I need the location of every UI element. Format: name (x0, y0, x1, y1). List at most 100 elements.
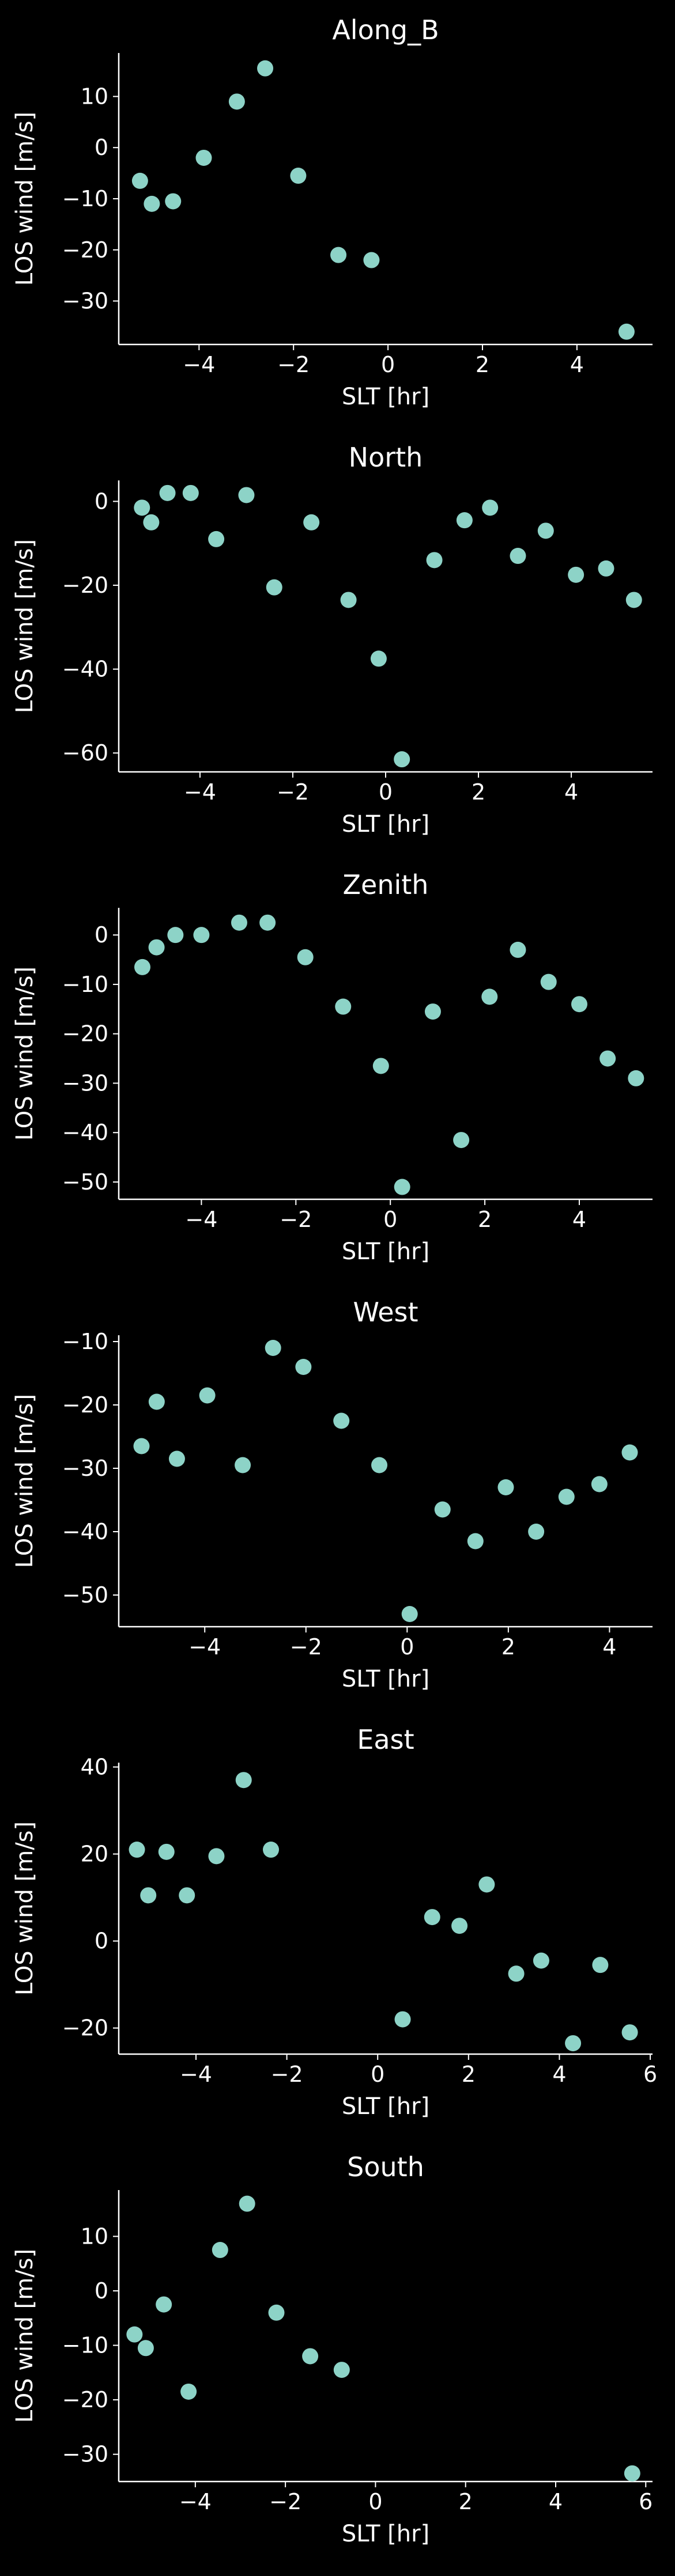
south-data-point (268, 2304, 285, 2321)
west-data-point (371, 1457, 388, 1473)
south-y-tick-label: −10 (62, 2333, 108, 2358)
west-y-tick-label: −10 (62, 1329, 108, 1354)
along-b-data-point (144, 195, 160, 212)
north-data-point (537, 522, 554, 539)
south-x-tick-label: 6 (639, 2489, 653, 2514)
north-data-point (482, 499, 499, 516)
west-data-point (558, 1488, 575, 1505)
south-x-tick-label: −4 (179, 2489, 212, 2514)
east-data-point (592, 1957, 609, 1973)
east-data-point (478, 1876, 495, 1893)
west-data-point (434, 1501, 451, 1518)
west-data-point (497, 1479, 514, 1495)
west-x-axis-label: SLT [hr] (342, 1666, 429, 1692)
east-data-point (424, 1909, 440, 1926)
west-y-axis-label: LOS wind [m/s] (12, 1394, 38, 1568)
south-x-tick-label: 0 (368, 2489, 382, 2514)
south-y-axis-label: LOS wind [m/s] (12, 2249, 38, 2423)
along-b-data-point (131, 172, 148, 189)
north-data-point (134, 499, 150, 516)
south-x-axis-label: SLT [hr] (342, 2521, 429, 2547)
west-y-tick-label: −30 (62, 1456, 108, 1481)
west-data-point (401, 1606, 418, 1622)
east-x-axis-label: SLT [hr] (342, 2093, 429, 2120)
south-y-tick-label: 10 (81, 2223, 108, 2249)
west-y-tick-label: −50 (62, 1582, 108, 1608)
east-y-tick-label: 20 (81, 1842, 108, 1867)
east-data-point (565, 2035, 582, 2052)
north-y-tick-label: −40 (62, 657, 108, 682)
south-data-point (239, 2195, 255, 2212)
south-data-point (624, 2465, 640, 2482)
south-y-tick-label: −30 (62, 2442, 108, 2467)
north-data-point (456, 512, 473, 529)
north-x-tick-label: 2 (472, 779, 485, 805)
south-x-tick-label: −2 (269, 2489, 301, 2514)
zenith-x-tick-label: 0 (383, 1207, 397, 1232)
zenith-data-point (394, 1179, 410, 1195)
north-data-point (426, 552, 443, 569)
along-b-y-tick-label: 0 (95, 135, 108, 160)
south-y-tick-label: −20 (62, 2387, 108, 2412)
along-b-x-tick-label: 4 (570, 352, 584, 377)
west-y-tick-label: −20 (62, 1392, 108, 1418)
west-data-point (528, 1524, 545, 1540)
south-x-tick-label: 2 (459, 2489, 473, 2514)
along-b-x-tick-label: 0 (381, 352, 395, 377)
west-data-point (333, 1412, 350, 1429)
east-data-point (451, 1918, 468, 1934)
west-data-point (168, 1450, 185, 1467)
west-data-point (199, 1387, 216, 1404)
zenith-y-tick-label: −20 (62, 1021, 108, 1047)
east-data-point (129, 1842, 145, 1858)
north-y-tick-label: −20 (62, 573, 108, 598)
west-data-point (467, 1533, 484, 1550)
zenith-y-tick-label: −30 (62, 1070, 108, 1096)
zenith-x-tick-label: 2 (478, 1207, 492, 1232)
zenith-data-point (571, 996, 587, 1013)
zenith-data-point (167, 927, 184, 944)
east-y-tick-label: −20 (62, 2016, 108, 2041)
east-data-point (235, 1772, 252, 1789)
along-b-chart-title: Along_B (332, 14, 439, 46)
north-data-point (625, 592, 642, 608)
zenith-data-point (193, 927, 210, 944)
north-y-tick-label: 0 (95, 488, 108, 514)
zenith-data-point (599, 1050, 616, 1067)
west-x-tick-label: −2 (290, 1634, 322, 1660)
west-data-point (295, 1359, 312, 1375)
east-data-point (533, 1952, 549, 1969)
east-y-tick-label: 40 (81, 1755, 108, 1780)
south-data-point (137, 2340, 154, 2357)
east-x-tick-label: 4 (552, 2062, 566, 2087)
zenith-data-point (372, 1058, 389, 1074)
north-x-axis-label: SLT [hr] (342, 811, 429, 838)
west-data-point (265, 1340, 281, 1356)
zenith-data-point (628, 1070, 644, 1086)
north-data-point (208, 531, 225, 547)
west-x-tick-label: 2 (501, 1634, 515, 1660)
north-x-tick-label: −4 (184, 779, 216, 805)
along-b-data-point (165, 193, 182, 210)
zenith-x-tick-label: 4 (572, 1207, 586, 1232)
west-data-point (591, 1476, 608, 1492)
east-x-tick-label: 2 (462, 2062, 476, 2087)
west-data-point (148, 1393, 165, 1410)
zenith-data-point (540, 973, 557, 990)
south-data-point (180, 2383, 197, 2400)
west-data-point (621, 1444, 638, 1461)
along-b-data-point (195, 149, 212, 166)
north-data-point (510, 548, 526, 565)
west-data-point (235, 1457, 251, 1473)
zenith-data-point (297, 949, 314, 965)
east-data-point (179, 1887, 195, 1904)
west-data-point (133, 1438, 150, 1454)
along-b-x-axis-label: SLT [hr] (342, 384, 429, 410)
west-chart-title: West (353, 1297, 418, 1328)
north-data-point (143, 514, 160, 531)
zenith-data-point (335, 998, 352, 1015)
south-data-point (302, 2348, 319, 2365)
east-data-point (394, 2011, 411, 2028)
zenith-y-tick-label: −10 (62, 972, 108, 997)
